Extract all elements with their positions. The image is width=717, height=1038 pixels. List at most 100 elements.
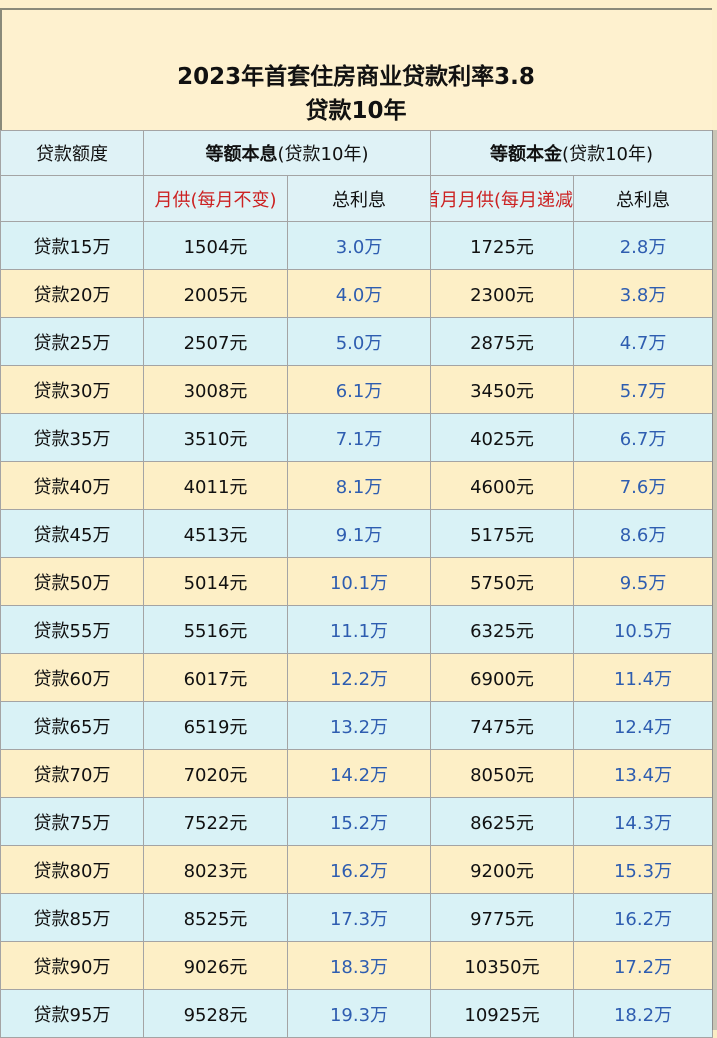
total-interest-principal-cell: 16.2万: [573, 893, 714, 942]
loan-amount-cell: 贷款25万: [0, 317, 144, 366]
monthly-payment-cell: 7020元: [143, 749, 288, 798]
first-month-payment-cell: 4600元: [430, 461, 575, 510]
total-interest-cell: 8.1万: [286, 461, 432, 510]
total-interest-principal-cell: 2.8万: [573, 221, 714, 270]
first-month-payment-cell: 3450元: [430, 365, 575, 414]
table-row: 贷款70万 7020元 14.2万 8050元 13.4万: [0, 749, 714, 798]
monthly-payment-cell: 2005元: [143, 269, 288, 318]
table-row: 贷款55万 5516元 11.1万 6325元 10.5万: [0, 605, 714, 654]
first-month-payment-cell: 6900元: [430, 653, 575, 702]
total-interest-principal-cell: 18.2万: [573, 989, 714, 1038]
total-interest-cell: 17.3万: [286, 893, 432, 942]
first-month-payment-cell: 2875元: [430, 317, 575, 366]
total-interest-cell: 11.1万: [286, 605, 432, 654]
table-row: 贷款65万 6519元 13.2万 7475元 12.4万: [0, 701, 714, 750]
total-interest-cell: 7.1万: [286, 413, 432, 462]
total-interest-principal-cell: 8.6万: [573, 509, 714, 558]
header-equal-payment-label: 等额本息: [205, 144, 278, 165]
monthly-payment-cell: 3008元: [143, 365, 288, 414]
table-row: 贷款90万 9026元 18.3万 10350元 17.2万: [0, 941, 714, 990]
subheader-total-interest-1: 总利息: [286, 175, 432, 222]
total-interest-principal-cell: 7.6万: [573, 461, 714, 510]
monthly-payment-cell: 4011元: [143, 461, 288, 510]
monthly-payment-cell: 6017元: [143, 653, 288, 702]
page-subtitle: 贷款10年: [305, 98, 407, 124]
header-equal-principal: 等额本金(贷款10年): [430, 130, 714, 176]
loan-amount-cell: 贷款15万: [0, 221, 144, 270]
table-row: 贷款45万 4513元 9.1万 5175元 8.6万: [0, 509, 714, 558]
total-interest-cell: 15.2万: [286, 797, 432, 846]
total-interest-cell: 5.0万: [286, 317, 432, 366]
total-interest-cell: 3.0万: [286, 221, 432, 270]
total-interest-cell: 19.3万: [286, 989, 432, 1038]
total-interest-principal-cell: 12.4万: [573, 701, 714, 750]
monthly-payment-cell: 7522元: [143, 797, 288, 846]
total-interest-cell: 13.2万: [286, 701, 432, 750]
loan-amount-cell: 贷款20万: [0, 269, 144, 318]
first-month-payment-cell: 6325元: [430, 605, 575, 654]
monthly-payment-cell: 8525元: [143, 893, 288, 942]
loan-amount-cell: 贷款80万: [0, 845, 144, 894]
total-interest-principal-cell: 6.7万: [573, 413, 714, 462]
loan-amount-cell: 贷款50万: [0, 557, 144, 606]
monthly-payment-cell: 2507元: [143, 317, 288, 366]
table-row: 贷款95万 9528元 19.3万 10925元 18.2万: [0, 989, 714, 1038]
table-body: 贷款15万 1504元 3.0万 1725元 2.8万 贷款20万 2005元 4.0万 230…: [0, 221, 714, 1038]
first-month-payment-cell: 5750元: [430, 557, 575, 606]
monthly-payment-cell: 9026元: [143, 941, 288, 990]
total-interest-principal-cell: 4.7万: [573, 317, 714, 366]
loan-amount-cell: 贷款60万: [0, 653, 144, 702]
loan-amount-cell: 贷款65万: [0, 701, 144, 750]
total-interest-principal-cell: 3.8万: [573, 269, 714, 318]
first-month-payment-cell: 7475元: [430, 701, 575, 750]
first-month-payment-cell: 4025元: [430, 413, 575, 462]
subheader-monthly-fixed: 月供(每月不变): [143, 175, 288, 222]
first-month-payment-cell: 5175元: [430, 509, 575, 558]
page-title: 2023年首套住房商业贷款利率3.8: [177, 64, 535, 90]
loan-amount-cell: 贷款95万: [0, 989, 144, 1038]
subheader-total-interest-2: 总利息: [573, 175, 714, 222]
subheader-first-month: 首月月供(每月递减: [430, 175, 575, 222]
monthly-payment-cell: 1504元: [143, 221, 288, 270]
table-row: 贷款20万 2005元 4.0万 2300元 3.8万: [0, 269, 714, 318]
table-row: 贷款85万 8525元 17.3万 9775元 16.2万: [0, 893, 714, 942]
header-loan-amount: 贷款额度: [0, 130, 144, 176]
table-row: 贷款15万 1504元 3.0万 1725元 2.8万: [0, 221, 714, 270]
monthly-payment-cell: 5014元: [143, 557, 288, 606]
loan-amount-cell: 贷款90万: [0, 941, 144, 990]
monthly-payment-cell: 5516元: [143, 605, 288, 654]
monthly-payment-cell: 6519元: [143, 701, 288, 750]
sheet-right-edge: [712, 130, 717, 1030]
table-row: 贷款50万 5014元 10.1万 5750元 9.5万: [0, 557, 714, 606]
loan-amount-cell: 贷款85万: [0, 893, 144, 942]
table-row: 贷款35万 3510元 7.1万 4025元 6.7万: [0, 413, 714, 462]
first-month-payment-cell: 10350元: [430, 941, 575, 990]
subheader-empty: [0, 175, 144, 222]
loan-amount-cell: 贷款45万: [0, 509, 144, 558]
first-month-payment-cell: 2300元: [430, 269, 575, 318]
table-row: 贷款60万 6017元 12.2万 6900元 11.4万: [0, 653, 714, 702]
total-interest-principal-cell: 14.3万: [573, 797, 714, 846]
header-equal-payment: 等额本息(贷款10年): [142, 130, 432, 176]
first-month-payment-cell: 8050元: [430, 749, 575, 798]
total-interest-cell: 12.2万: [286, 653, 432, 702]
table-row: 贷款80万 8023元 16.2万 9200元 15.3万: [0, 845, 714, 894]
total-interest-cell: 10.1万: [286, 557, 432, 606]
total-interest-principal-cell: 11.4万: [573, 653, 714, 702]
table-row: 贷款30万 3008元 6.1万 3450元 5.7万: [0, 365, 714, 414]
total-interest-principal-cell: 15.3万: [573, 845, 714, 894]
total-interest-cell: 4.0万: [286, 269, 432, 318]
sheet-top-band: [0, 0, 717, 6]
total-interest-principal-cell: 17.2万: [573, 941, 714, 990]
first-month-payment-cell: 9775元: [430, 893, 575, 942]
header-equal-principal-note: (贷款10年): [562, 144, 653, 165]
total-interest-principal-cell: 10.5万: [573, 605, 714, 654]
total-interest-cell: 14.2万: [286, 749, 432, 798]
loan-amount-cell: 贷款40万: [0, 461, 144, 510]
first-month-payment-cell: 8625元: [430, 797, 575, 846]
monthly-payment-cell: 3510元: [143, 413, 288, 462]
total-interest-principal-cell: 9.5万: [573, 557, 714, 606]
first-month-payment-cell: 10925元: [430, 989, 575, 1038]
table-row: 贷款75万 7522元 15.2万 8625元 14.3万: [0, 797, 714, 846]
first-month-payment-cell: 1725元: [430, 221, 575, 270]
